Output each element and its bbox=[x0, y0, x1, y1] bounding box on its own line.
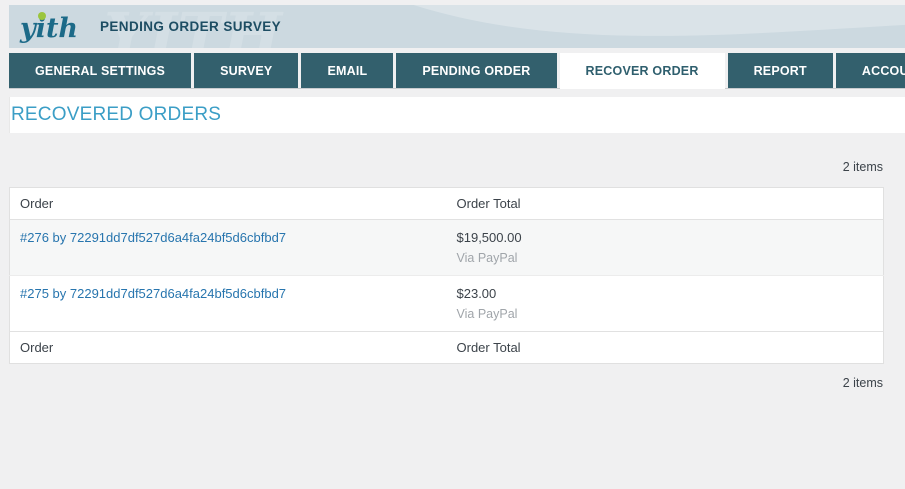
tab-recover-order[interactable]: RECOVER ORDER bbox=[559, 53, 725, 89]
table-footer-row: Order Order Total bbox=[9, 331, 884, 364]
order-cell: #276 by 72291dd7df527d6a4fa24bf5d6cbfbd7 bbox=[10, 220, 447, 276]
payment-gateway-label: Via PayPal bbox=[456, 251, 518, 265]
column-header-order: Order bbox=[9, 187, 447, 220]
tab-account-privacy[interactable]: ACCOUNT & PRIVACY bbox=[835, 53, 905, 88]
yith-logo-icon: yith bbox=[19, 11, 78, 44]
table-row: #276 by 72291dd7df527d6a4fa24bf5d6cbfbd7… bbox=[9, 219, 884, 276]
plugin-title: PENDING ORDER SURVEY bbox=[100, 19, 282, 34]
logo-green-dot bbox=[38, 11, 46, 20]
yith-logo-text: yith bbox=[19, 13, 78, 44]
order-link-275[interactable]: #275 by 72291dd7df527d6a4fa24bf5d6cbfbd7 bbox=[20, 286, 287, 301]
order-cell: #275 by 72291dd7df527d6a4fa24bf5d6cbfbd7 bbox=[9, 275, 447, 332]
brand-header: YITH yith PENDING ORDER SURVEY bbox=[9, 5, 905, 48]
table-row: #275 by 72291dd7df527d6a4fa24bf5d6cbfbd7… bbox=[9, 275, 884, 332]
column-header-order-total: Order Total bbox=[446, 187, 884, 220]
table-header-row: Order Order Total bbox=[9, 187, 884, 220]
tab-survey[interactable]: SURVEY bbox=[194, 53, 299, 88]
footer-column-order: Order bbox=[9, 331, 447, 364]
tab-pending-order[interactable]: PENDING ORDER bbox=[396, 53, 557, 88]
order-total-amount: $23.00 bbox=[456, 286, 497, 301]
page-title: RECOVERED ORDERS bbox=[11, 104, 222, 125]
table-footer: Order Order Total bbox=[9, 331, 884, 364]
order-total-cell: $23.00 Via PayPal bbox=[446, 275, 884, 332]
payment-gateway-label: Via PayPal bbox=[456, 307, 518, 321]
recovered-orders-section: 2 items Order Order Total #276 by 72291d… bbox=[9, 160, 884, 390]
tab-report[interactable]: REPORT bbox=[727, 53, 833, 88]
tab-general-settings[interactable]: GENERAL SETTINGS bbox=[9, 53, 192, 88]
items-count-bottom: 2 items bbox=[842, 376, 883, 390]
settings-tab-bar: GENERAL SETTINGS SURVEY EMAIL PENDING OR… bbox=[9, 53, 905, 89]
order-total-amount: $19,500.00 bbox=[456, 230, 522, 245]
footer-column-order-total: Order Total bbox=[446, 331, 884, 364]
tab-email[interactable]: EMAIL bbox=[301, 53, 394, 88]
order-link-276[interactable]: #276 by 72291dd7df527d6a4fa24bf5d6cbfbd7 bbox=[20, 230, 287, 245]
items-count-top: 2 items bbox=[842, 160, 883, 174]
table-header: Order Order Total bbox=[9, 187, 884, 220]
page-heading-bar: RECOVERED ORDERS bbox=[9, 97, 905, 133]
order-total-cell: $19,500.00 Via PayPal bbox=[447, 220, 884, 276]
recovered-orders-table: Order Order Total #276 by 72291dd7df527d… bbox=[9, 187, 884, 364]
admin-content: YITH yith PENDING ORDER SURVEY GENERAL S… bbox=[9, 5, 905, 390]
